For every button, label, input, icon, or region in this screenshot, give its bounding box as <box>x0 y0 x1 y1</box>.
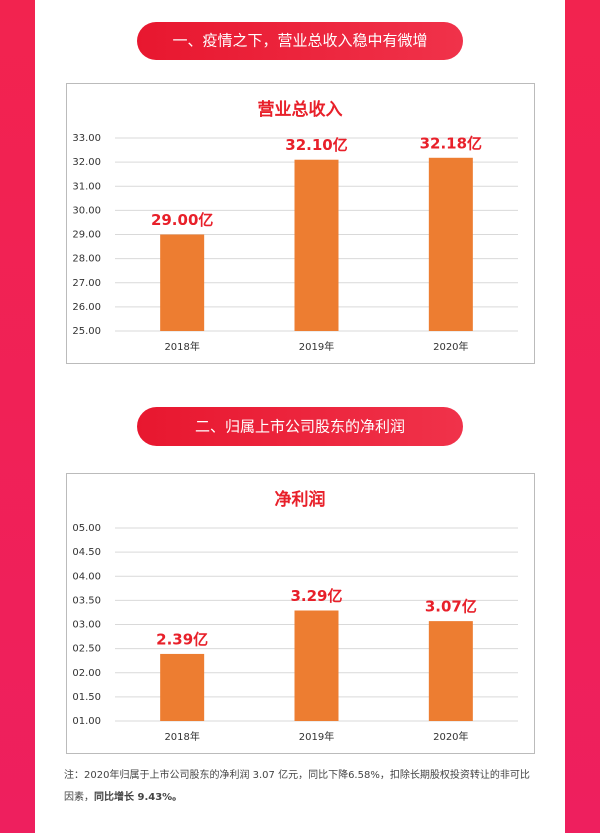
x-tick-label: 2020年 <box>433 730 468 743</box>
chart-frame <box>66 83 535 364</box>
bar <box>294 610 339 721</box>
x-tick-label: 2018年 <box>164 730 199 743</box>
y-tick-label: 05.00 <box>72 523 101 534</box>
heading: 一、疫情之下，营业总收入稳中有微增 <box>172 32 427 50</box>
y-tick-label: 29.00 <box>72 230 101 241</box>
data-label: 32.18亿 <box>420 134 482 152</box>
bar <box>294 159 339 331</box>
y-tick-label: 33.00 <box>72 133 101 144</box>
note-text: 注：2020年归属于上市公司股东的净利润 3.07 亿元，同比下降6.58%，扣… <box>64 770 530 803</box>
x-tick-label: 2020年 <box>433 340 468 353</box>
y-tick-label: 31.00 <box>72 181 101 192</box>
data-label: 3.07亿 <box>425 598 477 616</box>
y-tick-label: 03.00 <box>72 620 101 631</box>
bar <box>160 234 205 331</box>
y-tick-label: 02.00 <box>72 668 101 679</box>
note-bold: 同比增长 9.43%。 <box>94 792 183 803</box>
heading-pill <box>137 22 463 60</box>
chart-frame <box>66 473 535 754</box>
note-box: 注：2020年归属于上市公司股东的净利润 3.07 亿元，同比下降6.58%，扣… <box>64 765 538 809</box>
data-label: 29.00亿 <box>151 211 213 229</box>
y-tick-label: 25.00 <box>72 326 101 337</box>
bar <box>428 157 473 331</box>
y-tick-label: 01.50 <box>72 692 101 703</box>
x-tick-label: 2019年 <box>299 730 334 743</box>
y-tick-label: 02.50 <box>72 644 101 655</box>
y-tick-label: 26.00 <box>72 302 101 313</box>
x-tick-label: 2018年 <box>164 340 199 353</box>
y-tick-label: 01.00 <box>72 716 101 727</box>
chart-title: 净利润 <box>275 489 326 510</box>
y-tick-label: 30.00 <box>72 205 101 216</box>
data-label: 3.29亿 <box>290 587 342 605</box>
bar <box>160 653 205 721</box>
note: 注：2020年归属于上市公司股东的净利润 3.07 亿元，同比下降6.58%，扣… <box>64 765 538 809</box>
chart-title: 营业总收入 <box>258 99 343 120</box>
x-tick-label: 2019年 <box>299 340 334 353</box>
y-tick-label: 28.00 <box>72 254 101 265</box>
data-label: 2.39亿 <box>156 630 208 648</box>
bar <box>428 621 473 721</box>
heading-pill <box>137 407 463 446</box>
y-tick-label: 32.00 <box>72 157 101 168</box>
y-tick-label: 03.50 <box>72 595 101 606</box>
y-tick-label: 04.50 <box>72 547 101 558</box>
y-tick-label: 04.00 <box>72 571 101 582</box>
data-label: 32.10亿 <box>285 136 347 154</box>
heading: 二、归属上市公司股东的净利润 <box>195 418 405 436</box>
y-tick-label: 27.00 <box>72 278 101 289</box>
